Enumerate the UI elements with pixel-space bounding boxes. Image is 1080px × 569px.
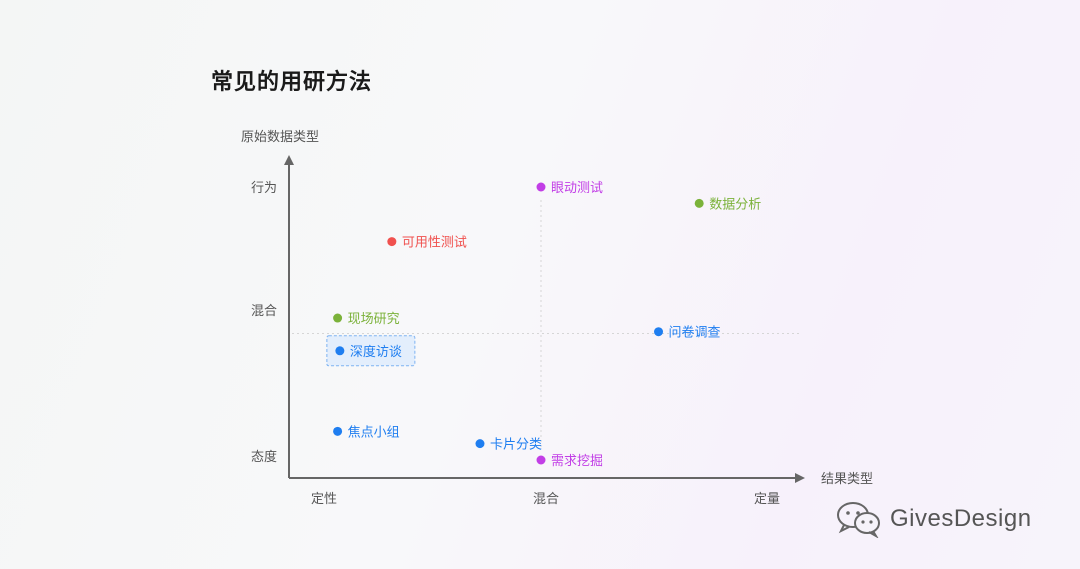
data-point[interactable]: 需求挖掘 xyxy=(536,453,604,468)
data-point-label: 问卷调查 xyxy=(669,325,721,340)
data-point-dot xyxy=(654,327,664,337)
data-point-label: 深度访谈 xyxy=(350,344,402,359)
data-point-dot xyxy=(536,182,546,192)
grid-lines xyxy=(292,200,800,450)
data-point-dot xyxy=(536,455,546,465)
watermark-text: GivesDesign xyxy=(890,505,1032,532)
chart-title: 常见的用研方法 xyxy=(211,69,373,94)
data-point-label: 可用性测试 xyxy=(402,235,467,250)
x-tick-label: 定性 xyxy=(311,491,337,506)
y-tick-label: 态度 xyxy=(251,449,277,464)
data-point[interactable]: 问卷调查 xyxy=(654,325,721,340)
data-point-dot xyxy=(335,346,345,356)
data-point-dot xyxy=(475,439,485,449)
data-point[interactable]: 卡片分类 xyxy=(475,437,542,452)
data-point[interactable]: 可用性测试 xyxy=(387,235,467,250)
data-point-dot xyxy=(387,237,397,247)
y-axis-label: 原始数据类型 xyxy=(241,129,319,144)
y-tick-label: 行为 xyxy=(251,180,277,195)
x-tick-label: 混合 xyxy=(533,491,559,506)
wechat-icon xyxy=(837,502,880,538)
highlight-box xyxy=(326,335,416,367)
data-point-label: 现场研究 xyxy=(348,311,400,326)
data-point-dot xyxy=(333,313,343,323)
data-point[interactable]: 焦点小组 xyxy=(333,424,400,439)
y-tick-label: 混合 xyxy=(251,303,277,318)
data-point-label: 需求挖掘 xyxy=(551,453,603,468)
data-point-label: 数据分析 xyxy=(709,196,761,211)
data-point-label: 眼动测试 xyxy=(551,180,603,195)
watermark: GivesDesign xyxy=(836,500,1032,538)
data-point-dot xyxy=(694,198,704,208)
data-point[interactable]: 现场研究 xyxy=(333,311,400,326)
data-point[interactable]: 深度访谈 xyxy=(326,335,416,367)
x-tick-label: 定量 xyxy=(754,491,780,506)
data-point-label: 卡片分类 xyxy=(490,437,542,452)
data-point[interactable]: 眼动测试 xyxy=(536,180,604,195)
data-point-label: 焦点小组 xyxy=(348,424,400,439)
data-point[interactable]: 数据分析 xyxy=(694,196,762,211)
x-axis-label: 结果类型 xyxy=(821,471,873,486)
data-point-dot xyxy=(333,426,343,436)
